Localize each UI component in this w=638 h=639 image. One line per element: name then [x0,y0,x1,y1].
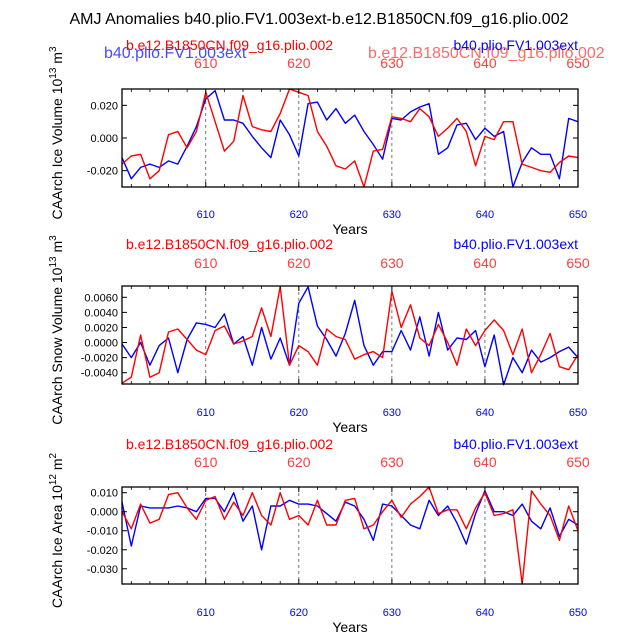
x-axis-title: Years [332,419,367,435]
x-tick-label: 640 [476,407,494,419]
x-tick-label: 620 [290,209,308,221]
overlay-red-text: b.e12.B1850CN.f09_g16.plio.002 [368,45,605,62]
x-tick-label: 650 [569,209,587,221]
x-tick-label-top: 640 [473,55,497,71]
x-tick-label-top: 610 [194,454,218,470]
x-tick-label-top: 610 [194,55,218,71]
x-tick-label-top: 640 [473,255,497,271]
y-axis-title-exp: 12 [48,474,59,486]
series-line-blue [121,490,579,551]
x-tick-label-top: 630 [380,55,404,71]
y-axis-title-exp: 13 [48,67,59,79]
x-tick-label: 610 [197,407,215,419]
y-tick-label: -0.0020 [81,353,118,365]
y-axis-title: CAArch Ice Volume 1013 m3 [48,46,65,220]
x-tick-label: 650 [569,607,587,619]
x-tick-label: 650 [569,407,587,419]
x-tick-label-top: 610 [194,255,218,271]
y-tick-label: 0.0000 [84,338,118,350]
x-axis-title: Years [332,221,367,237]
series-line-blue [121,286,579,386]
y-tick-label: -0.020 [87,545,118,557]
x-tick-label: 610 [197,607,215,619]
x-tick-label-top: 620 [287,454,311,470]
chart-panel-3: -0.030 -0.020 -0.010 0.000 0.010 610 610 620 620… [48,436,590,635]
legend-label-red: b.e12.B1850CN.f09_g16.plio.002 [126,436,333,452]
y-tick-label: -0.020 [87,166,118,178]
page-title: AMJ Anomalies b40.plio.FV1.003ext-b.e12.… [70,11,569,28]
plot-frame [121,285,579,385]
y-tick-label: 0.0060 [84,292,118,304]
x-axis-title: Years [332,619,367,635]
x-tick-label-top: 630 [380,454,404,470]
x-tick-label: 630 [383,607,401,619]
legend-label-blue: b40.plio.FV1.003ext [453,37,578,53]
x-tick-label: 620 [290,407,308,419]
x-tick-label-top: 620 [287,55,311,71]
y-axis-title-unit: m [49,52,65,68]
x-tick-label: 630 [383,209,401,221]
legend-label-blue: b40.plio.FV1.003ext [453,236,578,252]
series-line-red [121,486,579,585]
chart-panel-1: -0.020 0.000 0.020 610 610 620 620 630 630 640 640… [48,37,590,237]
y-tick-label: -0.030 [87,564,118,576]
y-axis-title-main: CAArch Snow Volume 10 [49,267,65,424]
y-axis-title-unit: m [49,458,65,474]
legend-label-red: b.e12.B1850CN.f09_g16.plio.002 [126,236,333,252]
legend-label-blue: b40.plio.FV1.003ext [453,436,578,452]
series-line-blue [121,89,579,188]
overlay-blue-text: b40.plio.FV1.003ext [104,45,247,62]
series-line-red [121,88,579,188]
x-tick-label-top: 630 [380,255,404,271]
x-tick-label: 610 [197,209,215,221]
x-tick-label: 630 [383,407,401,419]
y-tick-label: -0.010 [87,526,118,538]
y-axis-title-unit-exp: 2 [48,452,59,458]
y-axis-title-exp: 13 [48,256,59,268]
y-axis-title: CAArch Snow Volume 1013 m3 [48,235,65,425]
y-tick-label: 0.0020 [84,322,118,334]
x-tick-label-top: 650 [566,55,590,71]
legend-label-red: b.e12.B1850CN.f09_g16.plio.002 [126,37,333,53]
plot-frame [121,486,579,585]
y-tick-label: -0.0040 [81,368,118,380]
series-line-red [121,286,579,384]
y-tick-label: 0.000 [90,507,118,519]
y-tick-label: 0.000 [90,133,118,145]
y-axis-title-main: CAArch Ice Volume 10 [49,78,65,219]
x-tick-label: 640 [476,209,494,221]
x-tick-label-top: 620 [287,255,311,271]
x-tick-label-top: 640 [473,454,497,470]
y-axis-title-unit: m [49,241,65,257]
y-tick-label: 0.0040 [84,307,118,319]
x-tick-label-top: 650 [566,255,590,271]
y-axis-title-unit-exp: 3 [48,235,59,241]
y-tick-label: 0.010 [90,488,118,500]
y-axis-title: CAArch Ice Area 1012 m2 [48,452,65,608]
y-axis-title-unit-exp: 3 [48,46,59,52]
x-tick-label-top: 650 [566,454,590,470]
y-axis-title-main: CAArch Ice Area 10 [49,485,65,608]
x-tick-label: 640 [476,607,494,619]
y-tick-label: 0.020 [90,100,118,112]
chart-panel-2: -0.0040 -0.0020 0.0000 0.0020 0.0040 0.0060 61… [48,235,590,435]
x-tick-label: 620 [290,607,308,619]
